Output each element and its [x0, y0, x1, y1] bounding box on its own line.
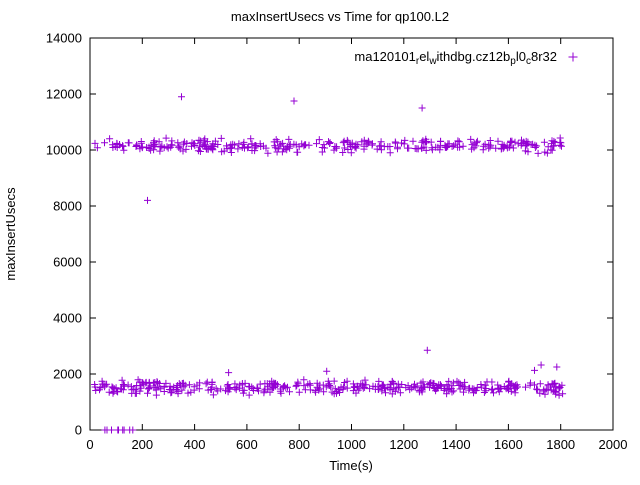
x-tick-label: 2000	[599, 437, 628, 452]
x-tick-label: 400	[184, 437, 206, 452]
y-axis-label: maxInsertUsecs	[3, 187, 18, 281]
axis-tick-labels: 0 200 400 600 800 1000 1200 1400 1600 1800 2000 0 20…	[46, 31, 628, 453]
y-tick-label: 14000	[46, 31, 82, 46]
x-tick-label: 1600	[494, 437, 523, 452]
y-tick-label: 2000	[53, 367, 82, 382]
x-tick-label: 1400	[442, 437, 471, 452]
y-tick-label: 10000	[46, 143, 82, 158]
legend: ma120101relwithdbg.cz12bpl0c8r32	[354, 49, 578, 67]
series-upper-band-points	[91, 134, 565, 157]
x-tick-label: 600	[236, 437, 258, 452]
x-tick-label: 0	[86, 437, 93, 452]
x-tick-label: 1000	[337, 437, 366, 452]
x-axis-label: Time(s)	[329, 458, 373, 473]
x-tick-label: 800	[288, 437, 310, 452]
tick-marks	[89, 37, 614, 431]
chart-title: maxInsertUsecs vs Time for qp100.L2	[231, 9, 449, 24]
outlier-points	[144, 93, 561, 377]
axis-ticks	[89, 37, 614, 431]
y-tick-label: 0	[75, 423, 82, 438]
x-tick-label: 200	[131, 437, 153, 452]
series-zero-run-points	[101, 426, 137, 434]
legend-plus-marker-icon	[568, 52, 578, 62]
y-tick-label: 8000	[53, 199, 82, 214]
y-tick-label: 12000	[46, 87, 82, 102]
legend-label: ma120101relwithdbg.cz12bpl0c8r32	[354, 49, 557, 67]
series-lower-band-points	[91, 376, 567, 399]
x-tick-label: 1800	[546, 437, 575, 452]
y-tick-label: 6000	[53, 255, 82, 270]
data-points	[91, 93, 567, 434]
x-tick-label: 1200	[389, 437, 418, 452]
y-tick-label: 4000	[53, 311, 82, 326]
